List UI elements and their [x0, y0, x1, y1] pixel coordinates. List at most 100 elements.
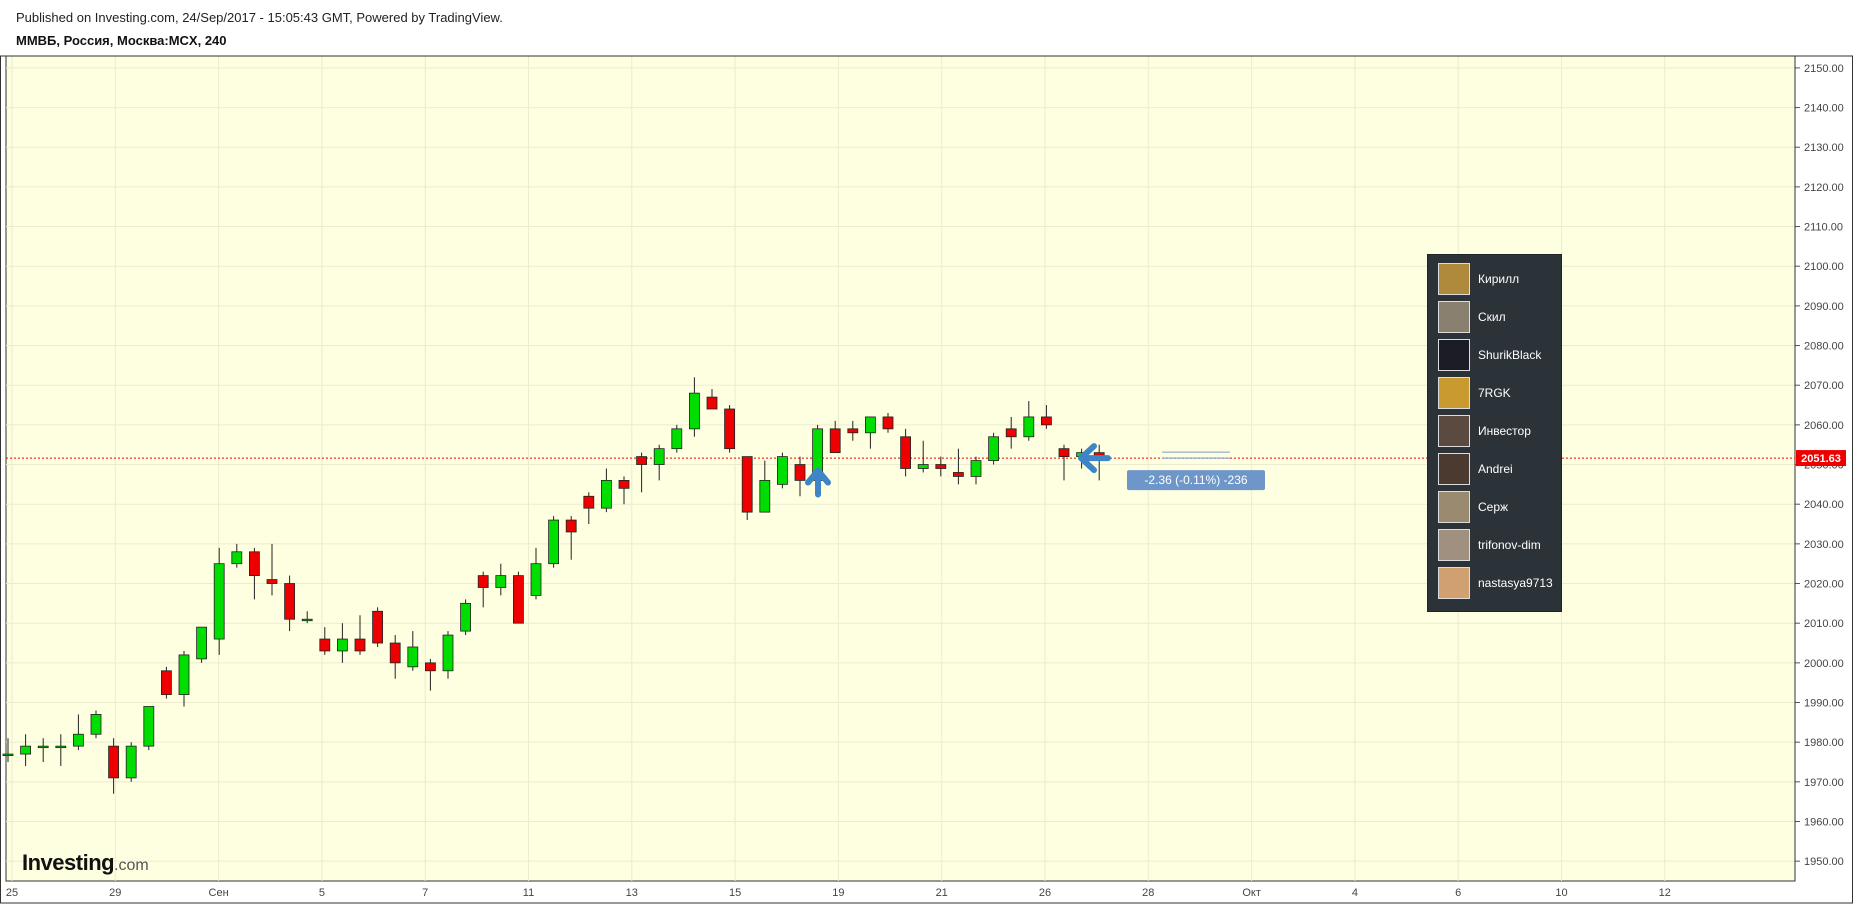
candle-body: [671, 428, 683, 450]
candle-body: [1023, 416, 1035, 438]
avatar: [1438, 339, 1470, 371]
y-tick-label: 1980.00: [1804, 737, 1844, 749]
candle-body: [301, 618, 313, 622]
avatar: [1438, 491, 1470, 523]
user-name: Скил: [1478, 310, 1506, 324]
candle-body: [794, 464, 806, 481]
candle-body: [125, 745, 137, 779]
user-name: 7RGK: [1478, 386, 1511, 400]
candle-body: [372, 610, 384, 644]
user-list-item[interactable]: Andrei: [1438, 451, 1558, 485]
last-price-badge: [1796, 450, 1846, 467]
candle-body: [865, 416, 876, 434]
candle-body: [900, 436, 911, 469]
y-tick-label: 2010.00: [1804, 618, 1844, 630]
y-tick-label: 2070.00: [1804, 380, 1844, 392]
avatar: [1438, 301, 1470, 333]
user-list-item[interactable]: nastasya9713: [1438, 565, 1558, 599]
published-caption: Published on Investing.com, 24/Sep/2017 …: [16, 10, 503, 25]
left-arrow-marker: [1078, 443, 1111, 474]
candle-body: [565, 519, 577, 533]
investing-logo: Investing.com: [22, 850, 149, 876]
candle-body: [266, 579, 278, 584]
user-name: Кирилл: [1478, 272, 1520, 286]
candle-body: [636, 456, 647, 465]
candle-body: [319, 638, 331, 652]
x-tick-label: 12: [1659, 887, 1671, 899]
x-tick-label: 10: [1555, 887, 1567, 899]
candle-body: [777, 456, 788, 485]
user-list-item[interactable]: ShurikBlack: [1438, 337, 1558, 371]
candle-body: [583, 495, 595, 509]
x-tick-label: 19: [832, 887, 844, 899]
candle-body: [1041, 416, 1052, 426]
candle-body: [284, 583, 296, 620]
avatar: [1438, 529, 1470, 561]
user-name: Andrei: [1478, 462, 1513, 476]
candle-body: [953, 472, 964, 477]
candle-body: [548, 519, 559, 565]
x-tick-label: 13: [626, 887, 638, 899]
candle-body: [248, 551, 260, 576]
candle-body: [354, 638, 366, 652]
user-list-panel: Кирилл Скил ShurikBlack 7RGK Инвестор Andrei С…: [1427, 254, 1562, 612]
candle-body: [108, 745, 119, 779]
y-tick-label: 2030.00: [1804, 539, 1844, 551]
user-name: nastasya9713: [1478, 576, 1553, 590]
candle-body: [689, 392, 700, 430]
x-tick-label: 5: [319, 887, 325, 899]
user-list-item[interactable]: Кирилл: [1438, 261, 1558, 295]
change-tooltip-text: -2.36 (-0.11%) -236: [1144, 473, 1247, 487]
candle-body: [213, 563, 225, 640]
user-list-item[interactable]: 7RGK: [1438, 375, 1558, 409]
candle-body: [90, 714, 102, 735]
y-tick-label: 1990.00: [1804, 698, 1844, 710]
user-list-item[interactable]: Серж: [1438, 489, 1558, 523]
candle-body: [37, 745, 49, 749]
x-tick-label: 4: [1352, 887, 1358, 899]
x-tick-label: Окт: [1242, 887, 1261, 899]
x-tick-label: 25: [6, 887, 18, 899]
user-name: Серж: [1478, 500, 1509, 514]
user-list-item[interactable]: Инвестор: [1438, 413, 1558, 447]
avatar: [1438, 377, 1470, 409]
avatar: [1438, 453, 1470, 485]
logo-suffix: .com: [114, 857, 149, 874]
candle-body: [706, 396, 718, 410]
candle-body: [389, 642, 401, 664]
candle-body: [935, 464, 947, 469]
symbol-title: ММВБ, Россия, Москва:MCX, 240: [16, 33, 227, 48]
candle-body: [231, 551, 243, 565]
x-tick-label: 7: [422, 887, 428, 899]
candle-body: [741, 456, 753, 513]
user-name: Инвестор: [1478, 424, 1531, 438]
x-tick-label: 28: [1142, 887, 1154, 899]
user-list-item[interactable]: trifonov-dim: [1438, 527, 1558, 561]
x-tick-label: 29: [109, 887, 121, 899]
candle-body: [196, 626, 208, 660]
candle-body: [970, 460, 982, 477]
x-tick-label: 26: [1039, 887, 1051, 899]
user-name: trifonov-dim: [1478, 538, 1541, 552]
candle-body: [442, 634, 454, 672]
y-tick-label: 2130.00: [1804, 142, 1844, 154]
candle-body: [143, 706, 155, 747]
y-tick-label: 1950.00: [1804, 856, 1844, 868]
candle-body: [477, 575, 489, 588]
avatar: [1438, 415, 1470, 447]
candle-body: [2, 753, 14, 756]
logo-brand: Investing: [22, 850, 115, 875]
x-tick-label: 6: [1455, 887, 1461, 899]
candle-body: [20, 745, 32, 755]
y-tick-label: 2000.00: [1804, 658, 1844, 670]
y-tick-label: 2150.00: [1804, 63, 1844, 75]
candle-body: [160, 670, 172, 695]
user-list-item[interactable]: Скил: [1438, 299, 1558, 333]
x-tick-label: 15: [729, 887, 741, 899]
up-arrow-marker: [805, 467, 831, 498]
candle-body: [759, 479, 771, 513]
candle-body: [601, 479, 612, 509]
chart-header: Published on Investing.com, 24/Sep/2017 …: [0, 0, 1853, 56]
candle-body: [460, 602, 472, 632]
